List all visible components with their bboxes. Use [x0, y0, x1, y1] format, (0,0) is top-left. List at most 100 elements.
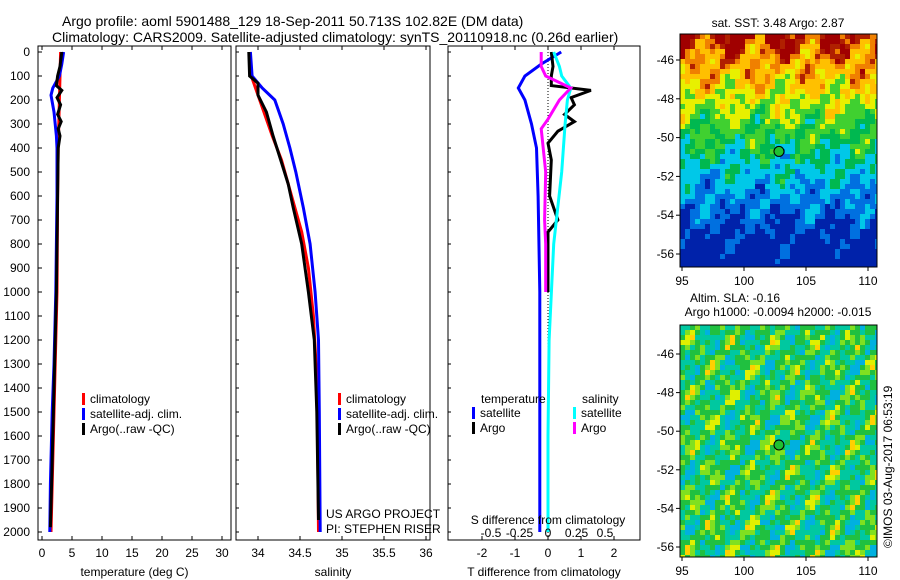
map-cell: [755, 385, 760, 390]
map-cell: [705, 370, 710, 375]
map-cell: [830, 44, 835, 49]
map-cell: [815, 219, 820, 224]
map-cell: [690, 370, 695, 375]
map-cell: [775, 485, 780, 490]
map-cell: [855, 420, 860, 425]
map-cell: [695, 465, 700, 470]
map-cell: [760, 500, 765, 505]
map-cell: [720, 169, 725, 174]
map-cell: [715, 430, 720, 435]
map-cell: [775, 490, 780, 495]
plot-frame: [235, 45, 431, 541]
map-cell: [855, 59, 860, 64]
map-cell: [685, 169, 690, 174]
map-cell: [740, 415, 745, 420]
map-cell: [815, 485, 820, 490]
map-cell: [810, 475, 815, 480]
map-cell: [820, 380, 825, 385]
map-cell: [710, 174, 715, 179]
map-cell: [735, 204, 740, 209]
map-cell: [760, 395, 765, 400]
map-cell: [840, 34, 845, 39]
map-cell: [835, 530, 840, 535]
map-cell: [725, 360, 730, 365]
map-cell: [870, 124, 875, 129]
map-cell: [765, 370, 770, 375]
y-tick-label: 0: [23, 45, 30, 59]
map-cell: [715, 74, 720, 79]
map-cell: [770, 209, 775, 214]
map-cell: [755, 460, 760, 465]
map-cell: [820, 159, 825, 164]
map-cell: [725, 410, 730, 415]
map-cell: [695, 370, 700, 375]
map-cell: [825, 445, 830, 450]
map-cell: [845, 330, 850, 335]
map-cell: [685, 555, 690, 557]
map-cell: [825, 490, 830, 495]
map-cell: [845, 345, 850, 350]
map-cell: [765, 380, 770, 385]
map-cell: [690, 450, 695, 455]
map-cell: [795, 415, 800, 420]
map-cell: [760, 400, 765, 405]
map-cell: [860, 264, 865, 267]
map-cell: [735, 264, 740, 267]
map-cell: [855, 525, 860, 530]
map-cell: [805, 89, 810, 94]
map-cell: [760, 415, 765, 420]
map-cell: [770, 89, 775, 94]
map-cell: [745, 350, 750, 355]
map-cell: [720, 480, 725, 485]
map-cell: [805, 259, 810, 264]
map-cell: [680, 350, 685, 355]
map-cell: [825, 154, 830, 159]
map-cell: [840, 214, 845, 219]
legend-label: satellite-adj. clim.: [90, 407, 182, 421]
map-cell: [705, 465, 710, 470]
map-cell: [860, 500, 865, 505]
map-cell: [690, 405, 695, 410]
map-cell: [755, 229, 760, 234]
map-cell: [825, 184, 830, 189]
map-cell: [790, 64, 795, 69]
map-cell: [765, 264, 770, 267]
map-cell: [875, 485, 877, 490]
map-cell: [785, 94, 790, 99]
map-cell: [755, 104, 760, 109]
map-cell: [875, 134, 877, 139]
credit-text: ©IMOS 03-Aug-2017 06:53:19: [881, 385, 895, 548]
map-cell: [845, 375, 850, 380]
map-cell: [730, 360, 735, 365]
map-cell: [810, 370, 815, 375]
map-cell: [685, 109, 690, 114]
map-cell: [680, 545, 685, 550]
map-cell: [850, 114, 855, 119]
map-cell: [740, 350, 745, 355]
map-cell: [780, 495, 785, 500]
map-cell: [845, 495, 850, 500]
map-cell: [800, 370, 805, 375]
map-cell: [730, 184, 735, 189]
map-cell: [805, 380, 810, 385]
map-cell: [755, 475, 760, 480]
map-cell: [795, 74, 800, 79]
map-cell: [745, 184, 750, 189]
map-cell: [720, 450, 725, 455]
map-cell: [780, 179, 785, 184]
map-cell: [700, 54, 705, 59]
map-cell: [740, 104, 745, 109]
map-cell: [790, 340, 795, 345]
map-cell: [680, 189, 685, 194]
map-cell: [835, 169, 840, 174]
map-cell: [790, 199, 795, 204]
map-cell: [770, 244, 775, 249]
map-cell: [865, 149, 870, 154]
map-cell: [755, 219, 760, 224]
map-cell: [835, 360, 840, 365]
map-cell: [730, 149, 735, 154]
map-cell: [750, 129, 755, 134]
map-cell: [870, 259, 875, 264]
map-cell: [765, 154, 770, 159]
map-cell: [755, 239, 760, 244]
